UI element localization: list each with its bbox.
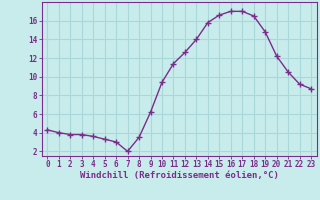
X-axis label: Windchill (Refroidissement éolien,°C): Windchill (Refroidissement éolien,°C) — [80, 171, 279, 180]
